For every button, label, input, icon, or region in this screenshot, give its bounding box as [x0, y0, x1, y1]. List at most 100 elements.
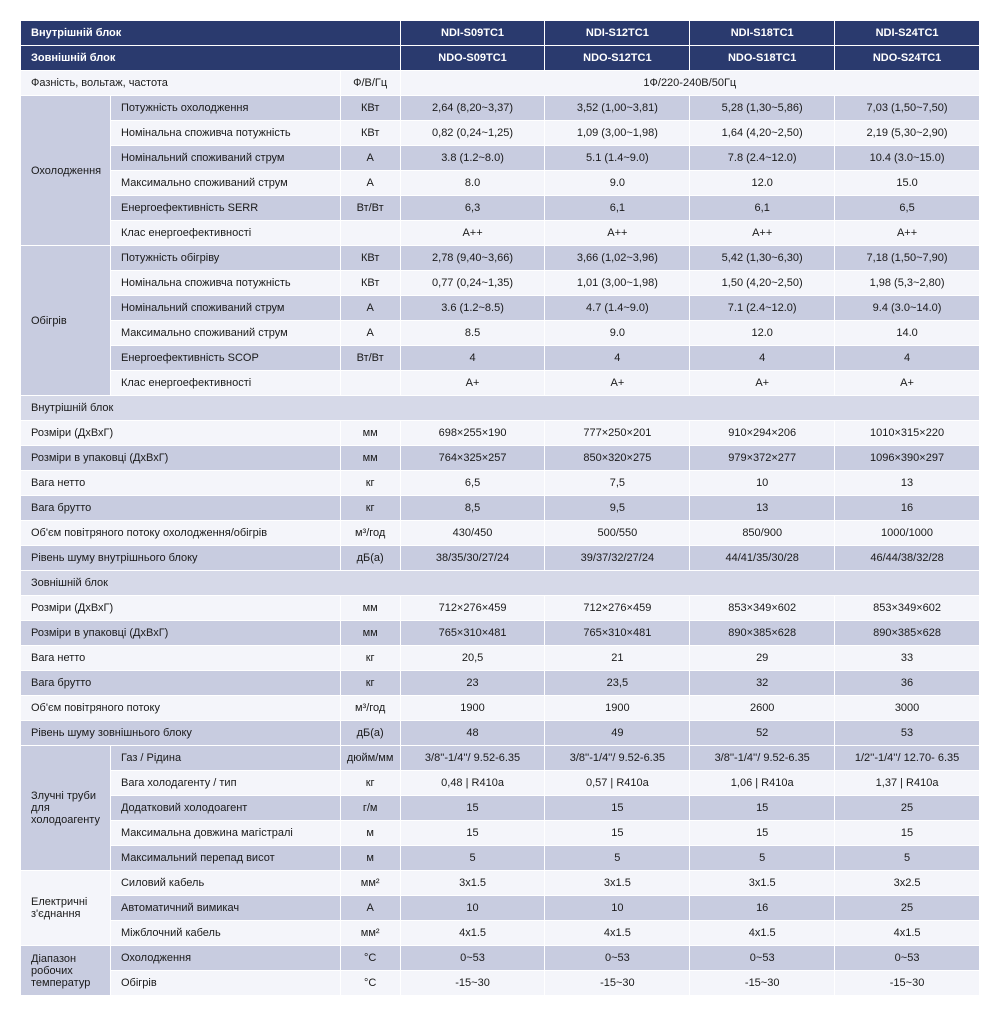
- pipes-val-3-0: 15: [400, 821, 545, 846]
- pipes-val-1-3: 1,37 | R410a: [835, 771, 980, 796]
- pipes-val-2-2: 15: [690, 796, 835, 821]
- indoor-val-1-1: 850×320×275: [545, 446, 690, 471]
- heating-val-4-0: 4: [400, 346, 545, 371]
- cooling-label-0: Потужність охолодження: [110, 96, 340, 121]
- cooling-val-2-1: 5.1 (1.4~9.0): [545, 146, 690, 171]
- outdoor-val-1-2: 890×385×628: [690, 621, 835, 646]
- indoor-val-4-3: 1000/1000: [835, 521, 980, 546]
- indoor-label-2: Вага нетто: [21, 471, 341, 496]
- electric-label-2: Міжблочний кабель: [110, 921, 340, 946]
- cooling-val-5-1: A++: [545, 221, 690, 246]
- electric-unit-0: мм²: [340, 871, 400, 896]
- outdoor-val-0-3: 853×349×602: [835, 596, 980, 621]
- heating-val-5-2: A+: [690, 371, 835, 396]
- heating-unit-4: Вт/Вт: [340, 346, 400, 371]
- pipes-val-0-0: 3/8''-1/4''/ 9.52-6.35: [400, 746, 545, 771]
- header-indoor: Внутрішній блок: [21, 21, 401, 46]
- indoor-val-5-1: 39/37/32/27/24: [545, 546, 690, 571]
- temp-group: Діапазон робочих температур: [21, 946, 111, 996]
- temp-val-1-3: -15~30: [835, 971, 980, 996]
- outdoor-val-3-3: 36: [835, 671, 980, 696]
- header-outdoor: Зовнішній блок: [21, 46, 401, 71]
- heating-val-5-0: A+: [400, 371, 545, 396]
- pipes-val-3-1: 15: [545, 821, 690, 846]
- indoor-label-3: Вага брутто: [21, 496, 341, 521]
- temp-label-1: Обігрів: [110, 971, 340, 996]
- indoor-val-5-2: 44/41/35/30/28: [690, 546, 835, 571]
- model-outdoor-1: NDO-S12TC1: [545, 46, 690, 71]
- heating-unit-0: КВт: [340, 246, 400, 271]
- heating-val-5-1: A+: [545, 371, 690, 396]
- outdoor-val-0-0: 712×276×459: [400, 596, 545, 621]
- outdoor-unit-1: мм: [340, 621, 400, 646]
- indoor-val-5-0: 38/35/30/27/24: [400, 546, 545, 571]
- heating-label-1: Номінальна споживча потужність: [110, 271, 340, 296]
- heating-unit-3: А: [340, 321, 400, 346]
- heating-val-4-1: 4: [545, 346, 690, 371]
- outdoor-val-0-1: 712×276×459: [545, 596, 690, 621]
- pipes-val-2-3: 25: [835, 796, 980, 821]
- outdoor-label-1: Розміри в упаковці (ДхВхГ): [21, 621, 341, 646]
- cooling-val-4-2: 6,1: [690, 196, 835, 221]
- outdoor-val-0-2: 853×349×602: [690, 596, 835, 621]
- indoor-val-2-3: 13: [835, 471, 980, 496]
- heating-val-1-1: 1,01 (3,00~1,98): [545, 271, 690, 296]
- indoor-unit-0: мм: [340, 421, 400, 446]
- indoor-val-0-0: 698×255×190: [400, 421, 545, 446]
- cooling-unit-2: А: [340, 146, 400, 171]
- phase-label: Фазність, вольтаж, частота: [21, 71, 341, 96]
- phase-unit: Ф/В/Гц: [340, 71, 400, 96]
- pipes-val-4-1: 5: [545, 846, 690, 871]
- cooling-val-2-2: 7.8 (2.4~12.0): [690, 146, 835, 171]
- indoor-val-4-1: 500/550: [545, 521, 690, 546]
- cooling-val-0-0: 2,64 (8,20~3,37): [400, 96, 545, 121]
- heating-label-3: Максимально споживаний струм: [110, 321, 340, 346]
- temp-label-0: Охолодження: [110, 946, 340, 971]
- outdoor-val-3-0: 23: [400, 671, 545, 696]
- heating-val-2-3: 9.4 (3.0~14.0): [835, 296, 980, 321]
- outdoor-label-0: Розміри (ДхВхГ): [21, 596, 341, 621]
- cooling-unit-1: КВт: [340, 121, 400, 146]
- electric-val-0-1: 3x1.5: [545, 871, 690, 896]
- pipes-val-2-0: 15: [400, 796, 545, 821]
- pipes-val-0-1: 3/8''-1/4''/ 9.52-6.35: [545, 746, 690, 771]
- electric-label-1: Автоматичний вимикач: [110, 896, 340, 921]
- heating-val-3-0: 8.5: [400, 321, 545, 346]
- electric-val-1-1: 10: [545, 896, 690, 921]
- heating-val-4-3: 4: [835, 346, 980, 371]
- electric-val-1-3: 25: [835, 896, 980, 921]
- pipes-unit-2: г/м: [340, 796, 400, 821]
- indoor-val-1-2: 979×372×277: [690, 446, 835, 471]
- cooling-unit-3: А: [340, 171, 400, 196]
- outdoor-val-4-1: 1900: [545, 696, 690, 721]
- pipes-unit-4: м: [340, 846, 400, 871]
- outdoor-val-1-1: 765×310×481: [545, 621, 690, 646]
- model-outdoor-2: NDO-S18TC1: [690, 46, 835, 71]
- indoor-unit-4: м³/год: [340, 521, 400, 546]
- outdoor-val-5-1: 49: [545, 721, 690, 746]
- outdoor-val-4-2: 2600: [690, 696, 835, 721]
- temp-val-0-3: 0~53: [835, 946, 980, 971]
- outdoor-val-5-3: 53: [835, 721, 980, 746]
- indoor-val-3-0: 8,5: [400, 496, 545, 521]
- electric-unit-1: А: [340, 896, 400, 921]
- indoor-unit-3: кг: [340, 496, 400, 521]
- indoor-label-5: Рівень шуму внутрішнього блоку: [21, 546, 341, 571]
- cooling-val-3-2: 12.0: [690, 171, 835, 196]
- phase-value: 1Ф/220-240В/50Гц: [400, 71, 979, 96]
- cooling-label-4: Енергоефективність SERR: [110, 196, 340, 221]
- pipes-unit-1: кг: [340, 771, 400, 796]
- indoor-val-0-1: 777×250×201: [545, 421, 690, 446]
- heating-val-5-3: A+: [835, 371, 980, 396]
- cooling-val-1-2: 1,64 (4,20~2,50): [690, 121, 835, 146]
- heating-val-3-2: 12.0: [690, 321, 835, 346]
- electric-val-1-2: 16: [690, 896, 835, 921]
- pipes-unit-3: м: [340, 821, 400, 846]
- heating-val-1-2: 1,50 (4,20~2,50): [690, 271, 835, 296]
- model-outdoor-3: NDO-S24TC1: [835, 46, 980, 71]
- indoor-val-4-2: 850/900: [690, 521, 835, 546]
- indoor-val-1-0: 764×325×257: [400, 446, 545, 471]
- spec-table: Внутрішній блокNDI-S09TC1NDI-S12TC1NDI-S…: [20, 20, 980, 996]
- cooling-val-3-0: 8.0: [400, 171, 545, 196]
- heating-val-2-1: 4.7 (1.4~9.0): [545, 296, 690, 321]
